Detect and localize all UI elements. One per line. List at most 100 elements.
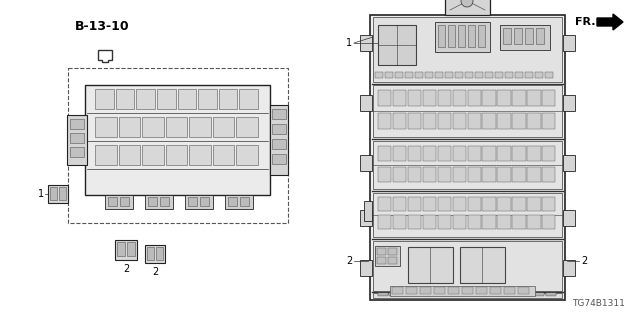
Bar [70,119,84,129]
Bar [95,117,116,137]
Bar [360,35,372,51]
Bar [512,293,522,295]
Bar [378,167,392,182]
Text: 2: 2 [123,264,129,274]
Bar [512,197,525,211]
Bar [452,197,466,211]
Bar [515,72,523,78]
Bar [505,72,513,78]
Bar [452,215,466,229]
Bar [500,25,550,50]
Bar [501,293,511,295]
Bar [415,72,423,78]
Circle shape [461,0,473,7]
Bar [448,287,459,294]
Bar [434,293,444,295]
Bar [563,155,575,171]
Bar [497,113,511,129]
Bar [375,72,383,78]
Polygon shape [98,50,112,62]
Bar [108,197,117,206]
Bar [467,293,477,295]
Bar [452,113,466,129]
Bar [198,89,217,109]
Bar [378,293,388,295]
Bar [524,293,533,295]
Bar [185,195,213,209]
Bar [479,294,488,296]
Bar [423,197,436,211]
Bar [236,117,258,137]
Bar [525,28,533,44]
Bar [467,294,477,296]
Bar [136,89,155,109]
Text: TG74B1311: TG74B1311 [572,299,625,308]
Bar [467,197,481,211]
Bar [476,287,487,294]
Bar [408,146,421,161]
Bar [50,187,57,200]
Bar [445,72,453,78]
Bar [393,215,406,229]
Bar [467,146,481,161]
Bar [378,293,388,295]
Bar [67,115,87,165]
Bar [236,145,258,165]
Bar [408,113,421,129]
Bar [373,141,562,189]
Bar [360,155,372,171]
Bar [385,72,393,78]
Bar [405,72,413,78]
Bar [460,247,505,283]
Bar [188,197,197,206]
Bar [127,242,135,256]
Bar [378,25,416,65]
Bar [423,293,433,295]
Bar [370,15,565,300]
Bar [393,167,406,182]
Bar [542,215,556,229]
Text: 2: 2 [152,267,158,277]
Bar [456,294,466,296]
Bar [401,294,410,296]
Bar [393,90,406,106]
Bar [412,294,421,296]
Bar [445,0,490,15]
Bar [408,90,421,106]
Bar [412,293,421,295]
Bar [420,287,431,294]
Bar [373,293,562,298]
Bar [378,294,388,296]
Bar [462,287,473,294]
Bar [118,117,140,137]
Bar [452,146,466,161]
Bar [377,257,386,264]
Bar [527,197,541,211]
Bar [142,145,164,165]
Bar [395,72,403,78]
Bar [115,240,137,260]
Bar [378,113,392,129]
Bar [512,113,525,129]
Text: 2: 2 [581,256,588,266]
Bar [240,197,249,206]
Bar [563,35,575,51]
Bar [438,167,451,182]
Bar [48,185,68,203]
Bar [456,293,466,295]
Bar [542,90,556,106]
Bar [423,294,433,296]
Bar [189,145,211,165]
Bar [118,145,140,165]
Bar [219,89,237,109]
Bar [497,90,511,106]
Bar [483,113,496,129]
Bar [563,95,575,111]
Bar [156,247,163,260]
Bar [373,241,562,291]
Bar [401,293,410,295]
Bar [239,89,258,109]
Bar [272,139,286,149]
Bar [483,197,496,211]
Bar [225,195,253,209]
